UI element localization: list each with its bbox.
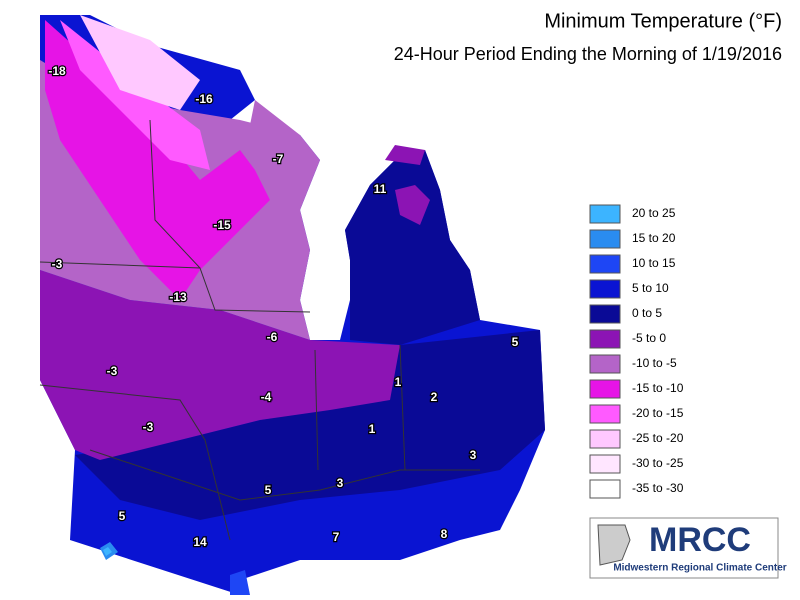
- legend-swatch: [589, 454, 621, 474]
- state-borders: [39, 119, 480, 541]
- legend-swatch: [589, 279, 621, 299]
- station-label: 3: [337, 476, 344, 490]
- legend-label: -15 to -10: [632, 381, 684, 395]
- legend: 20 to 25 15 to 20 10 to 15 5 to 10 0 to 5 -5 …: [589, 204, 684, 499]
- legend-swatch: [589, 479, 621, 499]
- station-label: -6: [267, 330, 278, 344]
- logo-map: [597, 524, 631, 566]
- border: [39, 384, 231, 541]
- station-label: 5: [265, 483, 272, 497]
- legend-swatch: [589, 429, 621, 449]
- legend-label: 20 to 25: [632, 206, 676, 220]
- station-label: 1: [395, 375, 402, 389]
- station-label: -18: [48, 64, 66, 78]
- logo: MRCC Midwestern Regional Climate Center: [589, 517, 787, 579]
- station-label: 14: [193, 535, 207, 549]
- station-labels: -18 -16 -7 11 -15 -3 -13 -6 -3 -4 -3 1 2 5 1 3 3 5 5 14 7 8: [47, 63, 520, 551]
- legend-label: 5 to 10: [632, 281, 669, 295]
- legend-label: -10 to -5: [632, 356, 677, 370]
- legend-label: -20 to -15: [632, 406, 684, 420]
- station-label: -3: [107, 364, 118, 378]
- border: [314, 349, 319, 471]
- legend-swatch: [589, 329, 621, 349]
- temperature-region: [80, 15, 200, 110]
- legend-label: -5 to 0: [632, 331, 666, 345]
- border: [399, 344, 406, 471]
- logo-subtitle: Midwestern Regional Climate Center: [613, 563, 786, 574]
- temperature-region: [103, 547, 112, 556]
- temperature-region: [345, 150, 480, 345]
- legend-label: -35 to -30: [632, 481, 684, 495]
- station-label: -7: [273, 152, 284, 166]
- station-label: 1: [369, 422, 376, 436]
- legend-swatch: [589, 304, 621, 324]
- border: [89, 449, 241, 501]
- station-label: -16: [195, 92, 213, 106]
- legend-swatch: [589, 229, 621, 249]
- station-label: -3: [52, 257, 63, 271]
- station-label: 8: [441, 527, 448, 541]
- station-label: -3: [143, 420, 154, 434]
- station-label: 3: [470, 448, 477, 462]
- station-label: 5: [512, 335, 519, 349]
- border: [239, 469, 480, 501]
- legend-label: 0 to 5: [632, 306, 662, 320]
- station-label: -15: [213, 218, 231, 232]
- station-label: 2: [431, 390, 438, 404]
- temperature-regions: [40, 15, 545, 595]
- temperature-region: [385, 145, 425, 165]
- temperature-region: [230, 570, 250, 595]
- station-label: 5: [119, 509, 126, 523]
- station-label: -4: [261, 390, 272, 404]
- legend-swatch: [589, 354, 621, 374]
- legend-label: 15 to 20: [632, 231, 676, 245]
- legend-swatch: [589, 404, 621, 424]
- temperature-region: [40, 270, 400, 460]
- legend-swatch: [589, 379, 621, 399]
- station-label: -13: [169, 290, 187, 304]
- station-label: 11: [374, 182, 387, 196]
- legend-label: -25 to -20: [632, 431, 684, 445]
- subtitle: 24-Hour Period Ending the Morning of 1/1…: [394, 44, 782, 64]
- title: Minimum Temperature (°F): [544, 10, 782, 32]
- legend-label: -30 to -25: [632, 456, 684, 470]
- temperature-region: [75, 330, 545, 520]
- legend-label: 10 to 15: [632, 256, 676, 270]
- temperature-region: [395, 185, 430, 225]
- border: [39, 261, 311, 313]
- logo-name: MRCC: [649, 521, 751, 559]
- legend-swatch: [589, 204, 621, 224]
- legend-swatch: [589, 254, 621, 274]
- border: [149, 119, 201, 269]
- temperature-region: [250, 100, 300, 140]
- station-label: 7: [333, 530, 340, 544]
